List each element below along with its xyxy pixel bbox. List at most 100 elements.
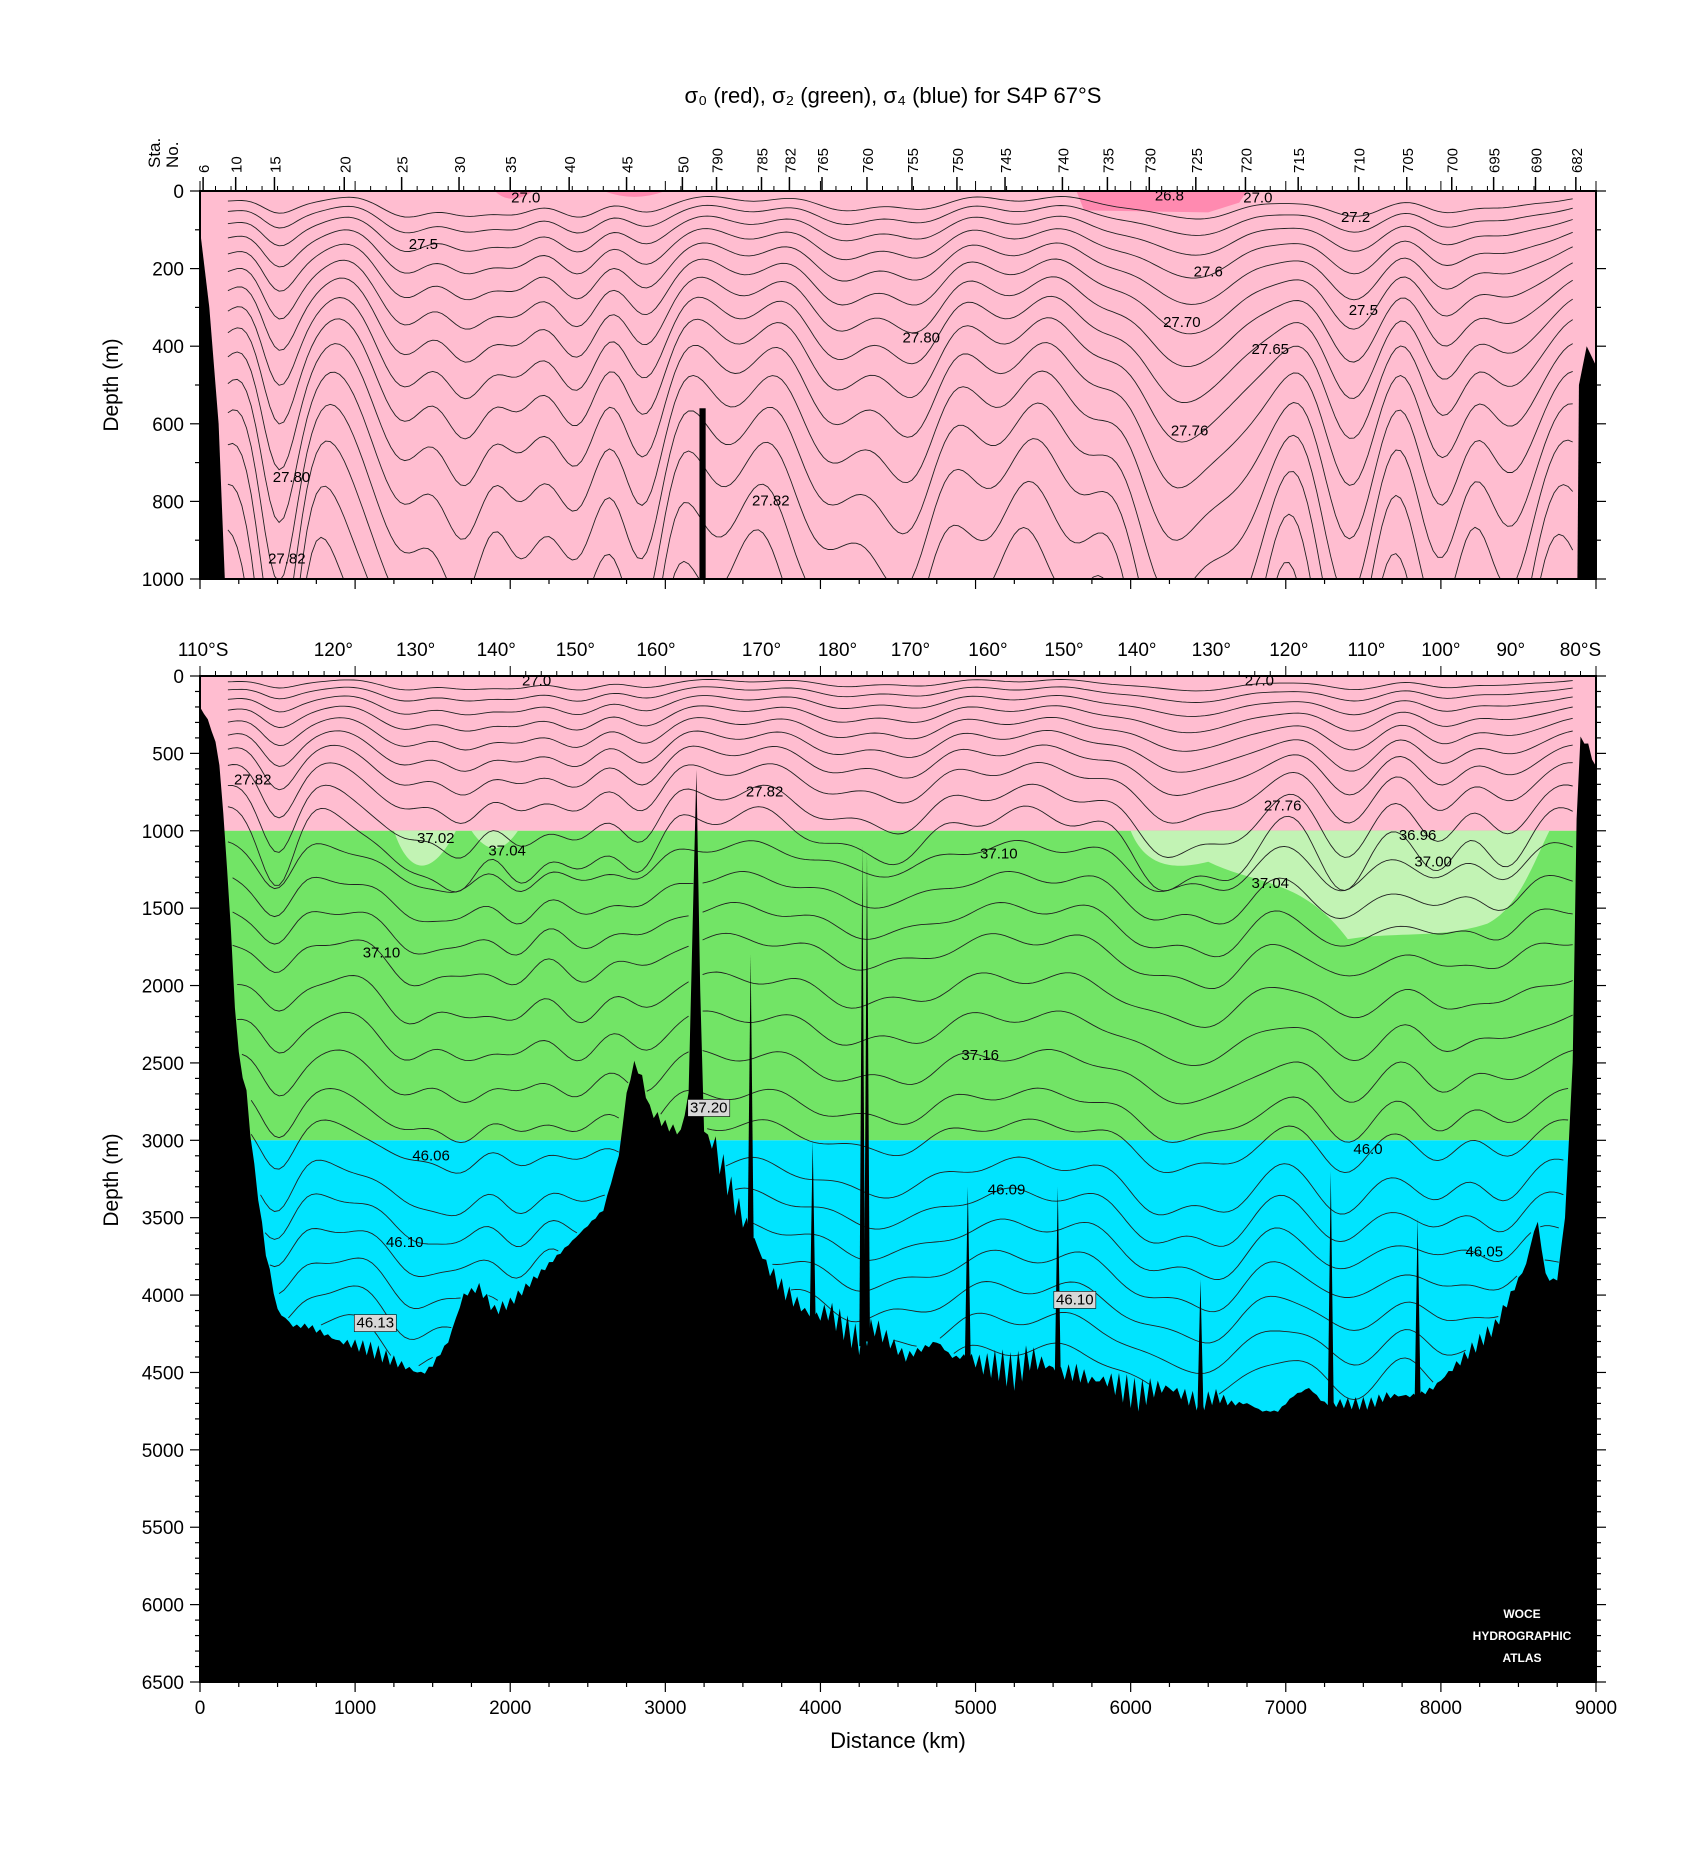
x-tick-label: 5000 xyxy=(954,1698,996,1719)
lower-y-tick-label: 2500 xyxy=(142,1054,184,1075)
longitude-label: 110° xyxy=(1347,640,1385,661)
contour-label: 46.13 xyxy=(357,1315,395,1332)
contour-label: 27.70 xyxy=(1163,314,1201,331)
upper-y-tick-label: 0 xyxy=(173,182,184,203)
longitude-label: 140° xyxy=(477,640,516,661)
longitude-label: 120° xyxy=(314,640,353,661)
x-tick-label: 8000 xyxy=(1420,1698,1462,1719)
lower-contour-labels: 27.0 27.0 27.82 27.82 27.76 37.02 37.04 37.10 36… xyxy=(234,672,1504,1332)
lower-y-tick-label: 500 xyxy=(152,744,184,765)
station-label: 690 xyxy=(1529,148,1546,173)
lower-contour-line xyxy=(227,695,1573,717)
lower-contour-line xyxy=(227,744,1573,796)
x-tick-label: 0 xyxy=(195,1698,206,1719)
contour-label: 27.82 xyxy=(746,784,784,801)
contour-label: 36.96 xyxy=(1399,827,1437,844)
upper-contour-line xyxy=(227,215,1573,256)
lower-contour-line xyxy=(278,1249,1559,1313)
contour-label: 46.10 xyxy=(1056,1291,1094,1308)
longitude-label: 160° xyxy=(968,640,1007,661)
lower-contour-line xyxy=(232,901,1573,958)
station-label: 15 xyxy=(267,156,284,173)
upper-y-axis-label: Depth (m) xyxy=(100,338,123,431)
seamount-spike xyxy=(964,1186,971,1365)
seamount-spike xyxy=(859,846,866,1347)
station-axis-label-sta: Sta. xyxy=(145,138,164,168)
bathymetry-land xyxy=(200,707,1596,1682)
station-label: 6 xyxy=(196,165,213,173)
longitude-label: 150° xyxy=(1044,640,1083,661)
contour-label: 46.06 xyxy=(412,1147,450,1164)
lower-contour-line xyxy=(232,870,1573,925)
longitude-label: 90° xyxy=(1496,640,1525,661)
seamount-spike xyxy=(1054,1186,1061,1379)
contour-label: 27.0 xyxy=(511,190,540,207)
contour-label: 37.00 xyxy=(1414,853,1452,870)
lower-contour-line xyxy=(227,686,1573,703)
station-label: 750 xyxy=(950,148,967,173)
contour-label: 46.09 xyxy=(988,1181,1026,1198)
lower-contour-line xyxy=(250,1087,1569,1144)
watermark-line-2: HYDROGRAPHIC xyxy=(1473,1629,1572,1643)
lower-contour-line xyxy=(227,679,1573,692)
seamount-spikes xyxy=(747,846,1421,1412)
lower-y-tick-label: 6000 xyxy=(142,1596,184,1617)
lower-contour-line xyxy=(288,1281,1499,1344)
contour-label: 27.76 xyxy=(1171,422,1209,439)
lower-contour-line xyxy=(237,971,1573,1028)
seamount-spike xyxy=(1327,1171,1334,1412)
lower-y-tick-label: 2000 xyxy=(142,977,184,998)
upper-contour-line xyxy=(227,228,1573,279)
lower-y-tick-label: 3000 xyxy=(142,1131,184,1152)
contour-label: 27.5 xyxy=(409,236,438,253)
contour-label-box xyxy=(353,1314,397,1332)
seamount-spike xyxy=(747,954,754,1241)
light-sigma0-patch xyxy=(494,191,534,199)
lower-contour-line xyxy=(237,1010,1573,1066)
longitude-labels: 110°S 120° 130° 140° 150° 160° 170° 180° 170° 160… xyxy=(178,640,1601,661)
lower-y-tick-label: 6500 xyxy=(142,1673,184,1694)
lower-axis-ticks xyxy=(190,666,1606,1692)
upper-y-tick-label: 200 xyxy=(152,260,184,281)
x-tick-label: 1000 xyxy=(334,1698,376,1719)
x-tick-label: 7000 xyxy=(1265,1698,1307,1719)
contour-label: 26.8 xyxy=(1155,188,1184,205)
x-tick-label: 2000 xyxy=(489,1698,531,1719)
lower-y-tick-label: 4500 xyxy=(142,1363,184,1384)
upper-land-east xyxy=(1577,346,1596,579)
station-label: 35 xyxy=(503,156,520,173)
upper-contour-line xyxy=(227,295,1573,404)
longitude-label: 120° xyxy=(1269,640,1308,661)
lower-contour-line xyxy=(269,1218,1559,1280)
contour-label: 37.02 xyxy=(417,830,455,847)
contour-label: 27.82 xyxy=(268,550,306,567)
station-label: 790 xyxy=(710,148,727,173)
longitude-label: 110°S xyxy=(178,640,229,661)
contour-label: 46.10 xyxy=(386,1234,424,1251)
lower-y-tick-label: 3500 xyxy=(142,1209,184,1230)
station-label: 695 xyxy=(1487,148,1504,173)
x-axis-label: Distance (km) xyxy=(830,1728,966,1753)
contour-label: 27.0 xyxy=(522,672,551,689)
upper-contour-line xyxy=(227,276,1573,368)
contour-label: 27.0 xyxy=(1243,190,1272,207)
contour-label: 27.5 xyxy=(1349,302,1378,319)
watermark: WOCE HYDROGRAPHIC ATLAS xyxy=(1473,1607,1572,1665)
x-tick-labels: 0 1000 2000 3000 4000 5000 6000 7000 8000 9000 xyxy=(195,1698,1617,1719)
upper-land xyxy=(200,229,1596,579)
lower-y-tick-labels: 0 500 1000 1500 2000 2500 3000 3500 4000 4500 5000… xyxy=(142,667,184,1694)
lower-y-tick-label: 1000 xyxy=(142,822,184,843)
upper-y-tick-labels: 0 200 400 600 800 1000 xyxy=(142,182,184,591)
contour-label: 27.80 xyxy=(902,329,940,346)
contour-label: 37.10 xyxy=(980,846,1018,863)
station-label: 785 xyxy=(755,148,772,173)
contour-label: 37.16 xyxy=(961,1047,999,1064)
contour-label: 46.05 xyxy=(1466,1243,1504,1260)
upper-contour-line xyxy=(227,402,1573,579)
lower-contour-line xyxy=(241,1049,1573,1105)
upper-panel: 0 200 400 600 800 1000 6 10 15 20 25 30 35 40 45 50 790… xyxy=(100,138,1606,591)
longitude-label: 130° xyxy=(1192,640,1231,661)
upper-ridge xyxy=(699,408,706,579)
lower-contour-line xyxy=(953,1342,1434,1401)
